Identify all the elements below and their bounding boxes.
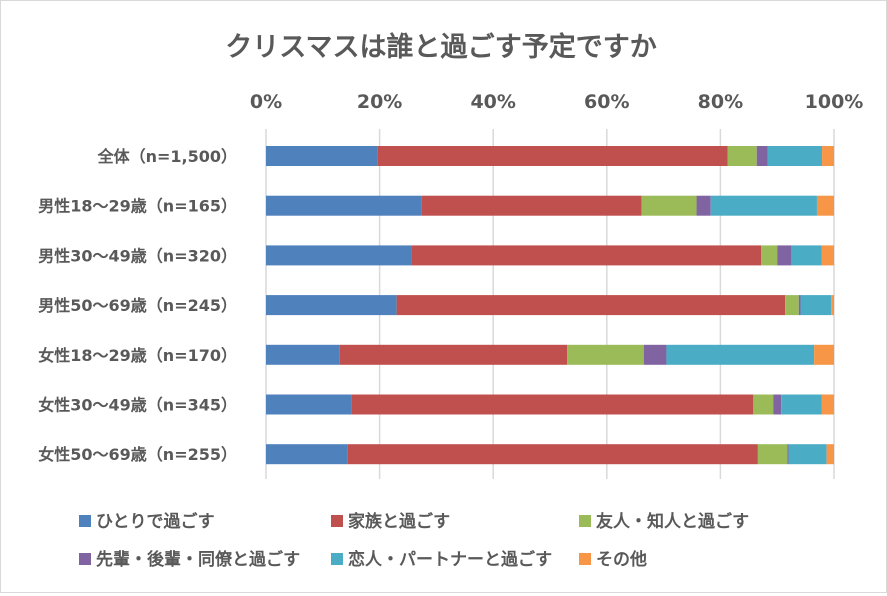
category-label: 全体（n=1,500） — [97, 147, 237, 166]
legend-label: 家族と過ごす — [348, 511, 450, 532]
bar-segment — [821, 245, 834, 266]
bar-segment — [351, 394, 754, 415]
bar-segment — [643, 344, 667, 365]
bar-segment — [756, 146, 768, 166]
bar-segment — [266, 295, 397, 316]
x-tick-label: 80% — [698, 91, 743, 113]
bar-segment — [822, 146, 834, 166]
legend-swatch — [331, 515, 343, 527]
bar-segment — [821, 394, 834, 415]
category-label: 女性18〜29歳（n=170） — [38, 346, 237, 365]
bar-segment — [377, 146, 728, 166]
legend-swatch — [579, 553, 591, 565]
category-label: 女性50〜69歳（n=255） — [38, 445, 237, 464]
bar-segment — [266, 344, 340, 365]
bar-segment — [666, 344, 815, 365]
bar-segment — [791, 245, 822, 266]
bar-segment — [816, 195, 834, 216]
bar-segment — [773, 394, 782, 415]
bar-segment — [800, 295, 832, 316]
bar-segment — [266, 444, 348, 465]
legend-label: ひとりで過ごす — [96, 511, 215, 532]
bar-segment — [781, 394, 822, 415]
category-label: 男性50〜69歳（n=245） — [38, 296, 237, 315]
bar-segment — [788, 444, 827, 465]
chart-title: クリスマスは誰と過ごす予定ですか — [225, 31, 656, 63]
legend-swatch — [79, 515, 91, 527]
bar-segment — [727, 146, 757, 166]
bar-segment — [787, 444, 789, 465]
legend-label: 友人・知人と過ごす — [596, 511, 749, 532]
x-tick-label: 20% — [357, 91, 402, 113]
bar-segment — [826, 444, 834, 465]
bar-segment — [798, 295, 801, 316]
category-label: 男性30〜49歳（n=320） — [38, 246, 237, 265]
legend-label: 先輩・後輩・同僚と過ごす — [96, 549, 300, 570]
legend-label: 恋人・パートナーと過ごす — [348, 549, 552, 570]
bar-segment — [831, 295, 834, 316]
legend-swatch — [79, 553, 91, 565]
x-tick-label: 40% — [470, 91, 515, 113]
bar-segment — [396, 295, 786, 316]
bar-segment — [753, 394, 774, 415]
bar-segment — [641, 195, 697, 216]
legend-swatch — [579, 515, 591, 527]
bar-segment — [421, 195, 642, 216]
x-tick-label: 0% — [250, 91, 282, 113]
bar-segment — [777, 245, 792, 266]
x-tick-label: 100% — [805, 91, 864, 113]
category-label: 女性30〜49歳（n=345） — [38, 396, 237, 415]
legend-swatch — [331, 553, 343, 565]
bar-segment — [339, 344, 568, 365]
bar-segment — [266, 195, 422, 216]
bar-segment — [757, 444, 788, 465]
bar-segment — [266, 146, 378, 166]
bar-segment — [814, 344, 834, 365]
legend-label: その他 — [596, 549, 647, 570]
bar-segment — [785, 295, 799, 316]
bar-segment — [411, 245, 762, 266]
x-tick-label: 60% — [584, 91, 629, 113]
bar-segment — [266, 245, 412, 266]
bar-segment — [567, 344, 644, 365]
bar-segment — [761, 245, 778, 266]
bar-segment — [696, 195, 711, 216]
bar-segment — [266, 394, 352, 415]
bar-segment — [347, 444, 758, 465]
bar-segment — [767, 146, 823, 166]
category-label: 男性18〜29歳（n=165） — [38, 197, 237, 216]
bar-segment — [710, 195, 817, 216]
